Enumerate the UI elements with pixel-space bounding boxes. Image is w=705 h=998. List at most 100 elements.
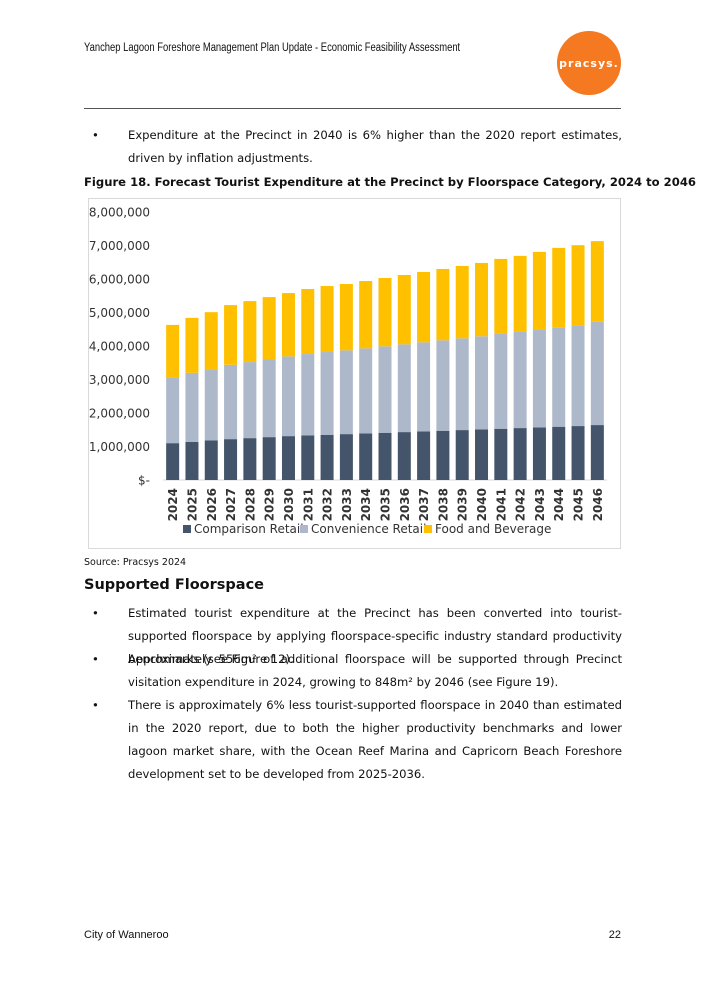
- bar-segment: [185, 317, 199, 373]
- x-tick-label: 2044: [552, 488, 566, 521]
- bar-segment: [224, 364, 238, 440]
- x-tick-label: 2035: [379, 488, 393, 521]
- legend-label: Comparison Retail: [194, 522, 304, 536]
- x-tick-label: 2027: [224, 488, 238, 521]
- header-rule: [84, 108, 621, 109]
- legend-label: Convenience Retail: [311, 522, 426, 536]
- bullet-text: There is approximately 6% less tourist-s…: [128, 698, 622, 781]
- legend-swatch: [424, 525, 432, 533]
- bar-segment: [532, 427, 546, 480]
- x-tick-label: 2024: [166, 488, 180, 521]
- bar-segment: [204, 440, 218, 480]
- bullet: Approximately 556m² of additional floors…: [92, 648, 622, 694]
- bullet-text: Expenditure at the Precinct in 2040 is 6…: [128, 128, 622, 165]
- bar-segment: [513, 331, 527, 429]
- bar-segment: [224, 305, 238, 365]
- y-tick-label: $-: [138, 474, 150, 488]
- bar-segment: [301, 289, 315, 355]
- bar-segment: [513, 255, 527, 332]
- section-heading: Supported Floorspace: [84, 577, 265, 593]
- bar-segment: [281, 356, 295, 437]
- bar-segment: [494, 428, 508, 480]
- y-tick-label: $8,000,000: [88, 206, 150, 220]
- legend-swatch: [183, 525, 191, 533]
- bar-segment: [475, 262, 489, 337]
- bar-segment: [301, 354, 315, 436]
- legend-swatch: [300, 525, 308, 533]
- bar-segment: [185, 441, 199, 480]
- bar-segment: [320, 434, 334, 480]
- bar-segment: [552, 247, 566, 328]
- bar-segment: [417, 431, 431, 480]
- bar-segment: [320, 352, 334, 435]
- bar-segment: [571, 426, 585, 480]
- bar-segment: [166, 324, 180, 378]
- bar-segment: [243, 301, 257, 363]
- x-tick-label: 2033: [340, 488, 354, 521]
- x-tick-label: 2025: [185, 488, 199, 521]
- bar-segment: [532, 329, 546, 428]
- bar-segment: [475, 429, 489, 480]
- y-tick-label: $1,000,000: [88, 440, 150, 454]
- bar-segment: [436, 268, 450, 341]
- bar-segment: [571, 245, 585, 326]
- bar-segment: [552, 426, 566, 480]
- bar-segment: [417, 342, 431, 432]
- bar-segment: [262, 359, 276, 438]
- bar-segment: [513, 428, 527, 480]
- chart: $- $1,000,000 $2,000,000 $3,000,000 $4,000,0…: [88, 198, 621, 549]
- y-tick-label: $3,000,000: [88, 373, 150, 387]
- figure-caption: Figure 18. Forecast Tourist Expenditure …: [84, 175, 696, 189]
- bar-segment: [166, 377, 180, 444]
- bar-segment: [339, 434, 353, 480]
- y-tick-label: $7,000,000: [88, 239, 150, 253]
- x-tick-label: 2038: [436, 488, 450, 521]
- bar-segment: [455, 265, 469, 339]
- y-tick-label: $4,000,000: [88, 340, 150, 354]
- legend-label: Food and Beverage: [435, 522, 551, 536]
- bar-segment: [320, 286, 334, 353]
- bar-segment: [185, 372, 199, 442]
- footer-left: City of Wanneroo: [84, 929, 169, 941]
- source: Source: Pracsys 2024: [84, 557, 187, 568]
- y-tick-label: $6,000,000: [88, 273, 150, 287]
- x-tick-label: 2040: [475, 488, 489, 521]
- x-tick-label: 2037: [417, 488, 431, 521]
- bar-segment: [204, 312, 218, 370]
- bullet: There is approximately 6% less tourist-s…: [92, 694, 622, 786]
- bar-segment: [417, 271, 431, 343]
- x-tick-label: 2046: [591, 488, 605, 521]
- bar-segment: [475, 336, 489, 430]
- x-tick-label: 2026: [205, 488, 219, 521]
- header-title: Yanchep Lagoon Foreshore Management Plan…: [84, 42, 461, 54]
- bar-segment: [281, 293, 295, 357]
- bar-segment: [436, 430, 450, 480]
- x-tick-label: 2043: [533, 488, 547, 521]
- bar-segment: [378, 432, 392, 480]
- x-tick-label: 2042: [514, 488, 528, 521]
- bar-segment: [166, 443, 180, 480]
- bar-segment: [262, 437, 276, 480]
- bar-segment: [359, 348, 373, 434]
- bar-segment: [339, 350, 353, 435]
- bar-segment: [590, 425, 604, 480]
- bar-segment: [571, 325, 585, 427]
- bar-segment: [397, 344, 411, 433]
- bar-segment: [378, 277, 392, 347]
- x-tick-label: 2029: [263, 488, 277, 521]
- bar-segment: [301, 435, 315, 480]
- x-tick-label: 2031: [301, 488, 315, 521]
- bar-segment: [378, 346, 392, 433]
- bar-segment: [339, 284, 353, 351]
- bar-segment: [590, 321, 604, 426]
- bullet: Expenditure at the Precinct in 2040 is 6…: [92, 124, 622, 170]
- bar-segment: [243, 438, 257, 480]
- bar-segment: [281, 436, 295, 480]
- bar-segment: [359, 281, 373, 349]
- x-tick-label: 2036: [398, 488, 412, 521]
- bar-segment: [359, 433, 373, 480]
- x-tick-label: 2041: [494, 488, 508, 521]
- bar-segment: [494, 333, 508, 429]
- bar-segment: [590, 241, 604, 322]
